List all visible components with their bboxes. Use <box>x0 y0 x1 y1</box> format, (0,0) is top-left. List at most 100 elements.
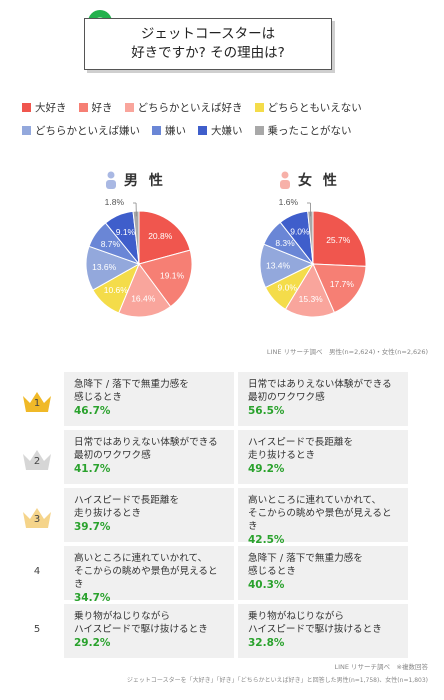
pie-value-label: 9.1% <box>116 227 136 237</box>
reason-percent: 29.2% <box>74 637 111 649</box>
legend-label: どちらともいえない <box>267 102 362 114</box>
legend-item: 嫌い <box>152 123 186 138</box>
pie-value-label: 16.4% <box>131 294 156 304</box>
legend-label: 好き <box>91 102 113 114</box>
female-label-text: 女 性 <box>298 173 340 189</box>
pie-slice <box>312 263 367 314</box>
reason-text: ハイスピードで長距離を 走り抜けるとき <box>248 437 354 461</box>
female-reason-card: 日常ではありえない体験ができる 最初のワクワク感 56.5% <box>238 372 408 426</box>
crown-bronze-icon: 3 <box>20 504 54 530</box>
legend-label: どちらかといえば嫌い <box>35 125 140 137</box>
ranking-section: 1 急降下 / 落下で無重力感を 感じるとき 46.7% 日常ではありえない体験が… <box>14 372 430 662</box>
legend-row-1: 大好き 好き どちらかといえば好き どちらともいえない <box>22 100 432 115</box>
pie-slice <box>138 210 191 265</box>
pie-value-label: 17.7% <box>330 279 355 289</box>
female-reason-card: 乗り物がねじりながら ハイスピードで駆け抜けるとき 32.8% <box>238 604 408 658</box>
reason-text: 急降下 / 落下で無重力感を 感じるとき <box>74 379 189 403</box>
female-label: 女 性 <box>278 170 340 190</box>
legend-label: 嫌い <box>165 125 186 137</box>
pie-value-label: 10.6% <box>104 285 129 295</box>
legend-swatch <box>124 103 134 112</box>
title-line1: ジェットコースターは <box>140 26 276 42</box>
reason-percent: 41.7% <box>74 463 111 475</box>
pie-value-label: 15.3% <box>299 294 324 304</box>
reason-percent: 49.2% <box>248 463 285 475</box>
reason-text: 日常ではありえない体験ができる 最初のワクワク感 <box>74 437 218 461</box>
reason-text: 急降下 / 落下で無重力感を 感じるとき <box>248 553 363 577</box>
legend-swatch <box>254 103 264 112</box>
male-label: 男 性 <box>104 170 166 190</box>
legend-label: 大好き <box>35 102 67 114</box>
legend-label: 乗ったことがない <box>267 125 352 137</box>
male-reason-card: 乗り物がねじりながら ハイスピードで駆け抜けるとき 29.2% <box>64 604 234 658</box>
reason-percent: 46.7% <box>74 405 111 417</box>
reason-text: ハイスピードで長距離を 走り抜けるとき <box>74 495 180 519</box>
rank-number: 4 <box>33 566 41 577</box>
title-box: ジェットコースターは 好きですか? その理由は? <box>84 18 332 70</box>
source-note-2: LINE リサーチ調べ ※複数回答 <box>334 663 428 671</box>
legend-item: 乗ったことがない <box>254 123 352 138</box>
pie-value-label: 1.8% <box>105 197 125 207</box>
reason-percent: 42.5% <box>248 534 285 546</box>
pie-value-label: 9.0% <box>278 283 298 293</box>
crown-silver-icon: 2 <box>20 446 54 472</box>
female-reason-card: 高いところに連れていかれて、 そこからの眺めや景色が見えるとき 42.5% <box>238 488 408 546</box>
legend-swatch <box>152 126 161 135</box>
pie-value-label: 19.1% <box>160 270 185 280</box>
male-reason-card: 高いところに連れていかれて、 そこからの眺めや景色が見えるとき 34.7% <box>64 546 234 604</box>
rank-badge: 5 <box>20 620 54 646</box>
pie-slice <box>118 262 172 318</box>
legend-label: 大嫌い <box>211 125 243 137</box>
legend-swatch <box>78 103 88 112</box>
female-reason-card: 急降下 / 落下で無重力感を 感じるとき 40.3% <box>238 546 408 600</box>
pie-value-label: 8.7% <box>101 239 121 249</box>
legend-item: 大好き <box>22 100 67 115</box>
reason-percent: 32.8% <box>248 637 285 649</box>
pie-value-label: 1.6% <box>279 197 299 207</box>
pie-slice <box>138 249 193 308</box>
crown-gold-icon: 1 <box>20 388 54 414</box>
legend-item: 好き <box>78 100 113 115</box>
reason-text: 高いところに連れていかれて、 そこからの眺めや景色が見えるとき <box>74 553 218 590</box>
legend-item: どちらかといえば好き <box>124 100 243 115</box>
legend-row-2: どちらかといえば嫌い 嫌い 大嫌い 乗ったことがない <box>22 123 432 138</box>
rank-badge: 4 <box>20 562 54 588</box>
footnote: ジェットコースターを「大好き」「好き」「どちらかといえば好き」と回答した男性(n… <box>126 677 428 684</box>
legend-swatch <box>254 126 264 135</box>
legend-swatch <box>22 126 31 135</box>
title-line2: 好きですか? その理由は? <box>131 45 285 61</box>
rank-row: 3 ハイスピードで長距離を 走り抜けるとき 39.7% 高いところに連れていかれて… <box>14 488 430 546</box>
pie-value-label: 13.6% <box>92 262 117 272</box>
rank-number: 3 <box>33 514 41 525</box>
male-label-text: 男 性 <box>124 173 166 189</box>
pie-value-label: 20.8% <box>148 231 173 241</box>
reason-percent: 56.5% <box>248 405 285 417</box>
pie-value-label: 25.7% <box>326 235 351 245</box>
reason-text: 高いところに連れていかれて、 そこからの眺めや景色が見えるとき <box>248 495 392 532</box>
pie-slice <box>312 210 367 267</box>
legend-item: 大嫌い <box>198 123 243 138</box>
reason-percent: 40.3% <box>248 579 285 591</box>
reason-text: 乗り物がねじりながら ハイスピードで駆け抜けるとき <box>74 611 208 635</box>
rank-number: 5 <box>33 624 41 635</box>
rank-row: 4 高いところに連れていかれて、 そこからの眺めや景色が見えるとき 34.7% 急… <box>14 546 430 604</box>
rank-number: 2 <box>33 456 41 467</box>
rank-row: 1 急降下 / 落下で無重力感を 感じるとき 46.7% 日常ではありえない体験が… <box>14 372 430 426</box>
reason-text: 日常ではありえない体験ができる 最初のワクワク感 <box>248 379 392 403</box>
pie-slice <box>284 262 336 318</box>
male-reason-card: 急降下 / 落下で無重力感を 感じるとき 46.7% <box>64 372 234 426</box>
rank-row: 2 日常ではありえない体験ができる 最初のワクワク感 41.7% ハイスピードで長… <box>14 430 430 484</box>
pie-value-label: 9.0% <box>290 227 310 237</box>
reason-percent: 39.7% <box>74 521 111 533</box>
legend-swatch <box>198 126 207 135</box>
male-reason-card: ハイスピードで長距離を 走り抜けるとき 39.7% <box>64 488 234 542</box>
legend: 大好き 好き どちらかといえば好き どちらともいえない どちらかといえば嫌い 嫌… <box>22 100 432 146</box>
legend-item: どちらともいえない <box>254 100 362 115</box>
legend-item: どちらかといえば嫌い <box>22 123 140 138</box>
legend-label: どちらかといえば好き <box>137 102 243 114</box>
male-person-icon <box>106 171 116 189</box>
female-person-icon <box>280 171 290 189</box>
rank-row: 5 乗り物がねじりながら ハイスピードで駆け抜けるとき 29.2% 乗り物がねじり… <box>14 604 430 658</box>
pie-value-label: 8.3% <box>275 238 295 248</box>
reason-text: 乗り物がねじりながら ハイスピードで駆け抜けるとき <box>248 611 382 635</box>
